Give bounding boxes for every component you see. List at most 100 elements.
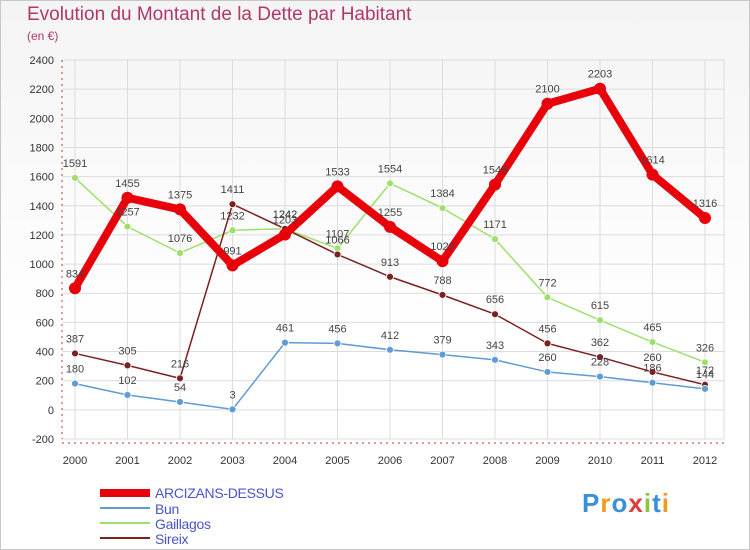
data-label: 2203 — [588, 69, 612, 81]
data-label: 172 — [696, 365, 714, 377]
data-point — [226, 259, 239, 272]
data-label: 1455 — [115, 178, 139, 190]
data-label: 260 — [538, 352, 556, 364]
y-tick-label: 400 — [36, 347, 54, 359]
data-point — [543, 368, 552, 376]
data-point — [174, 203, 186, 216]
data-point — [699, 212, 711, 225]
data-point — [438, 291, 447, 299]
y-tick-label: 2400 — [30, 55, 54, 67]
data-point — [384, 220, 396, 233]
data-point — [333, 250, 342, 259]
data-label: 1316 — [693, 198, 717, 210]
y-tick-label: 1200 — [30, 230, 54, 242]
brand-logo: Proxiti — [582, 488, 670, 519]
data-label: 456 — [328, 323, 346, 335]
data-label: 456 — [538, 323, 556, 335]
data-label: 326 — [696, 342, 714, 354]
brand-letter: i — [643, 488, 653, 518]
data-label: 1614 — [640, 155, 664, 167]
brand-letter: r — [600, 488, 612, 518]
data-point — [123, 361, 132, 370]
y-tick-label: 600 — [36, 317, 54, 329]
x-tick-label: 2012 — [693, 455, 717, 467]
data-label: 102 — [118, 375, 136, 387]
chart-subtitle: (en €) — [27, 29, 59, 43]
data-label: 1591 — [63, 158, 87, 170]
data-point — [279, 228, 291, 241]
data-label: 1255 — [378, 207, 402, 219]
y-tick-label: 200 — [36, 376, 54, 388]
data-label: 387 — [66, 333, 84, 345]
brand-letter: i — [661, 488, 670, 518]
data-label: 772 — [538, 277, 556, 289]
data-point — [491, 355, 499, 364]
y-tick-label: 1000 — [30, 259, 54, 271]
y-tick-label: 800 — [36, 288, 54, 300]
brand-letter: P — [582, 488, 601, 518]
data-label: 1242 — [273, 209, 297, 221]
legend-swatch-gaillagos — [100, 522, 150, 524]
x-tick-label: 2000 — [63, 455, 87, 467]
data-label: 656 — [486, 294, 504, 306]
data-label: 3 — [229, 389, 235, 401]
data-point — [123, 391, 132, 399]
data-point — [596, 353, 604, 361]
data-point — [438, 204, 447, 213]
data-label: 1107 — [326, 228, 350, 240]
data-point — [594, 82, 606, 95]
data-label: 834 — [66, 268, 84, 280]
legend-swatch-sireix — [100, 537, 150, 539]
data-label: 260 — [643, 352, 661, 364]
data-point — [543, 339, 552, 348]
data-point — [71, 379, 79, 388]
data-label: 54 — [174, 382, 186, 394]
data-label: 913 — [381, 257, 399, 269]
data-point — [71, 174, 79, 182]
brand-letter: t — [652, 488, 662, 518]
y-tick-label: 1800 — [30, 142, 54, 154]
data-point — [438, 350, 447, 359]
data-point — [543, 293, 552, 302]
data-point — [176, 398, 184, 406]
data-point — [491, 235, 499, 244]
data-label: 615 — [591, 300, 609, 312]
data-label: 991 — [223, 245, 241, 257]
data-point — [281, 338, 289, 347]
data-point — [436, 255, 449, 268]
data-label: 1020 — [430, 241, 454, 253]
data-label: 1554 — [378, 163, 402, 175]
data-point — [228, 226, 237, 235]
data-point — [228, 405, 237, 414]
data-label: 1232 — [220, 210, 244, 222]
data-label: 788 — [433, 275, 451, 287]
data-label: 1171 — [483, 219, 507, 231]
x-tick-label: 2002 — [168, 455, 192, 467]
data-point — [596, 372, 604, 381]
data-label: 1242 — [273, 209, 297, 221]
legend-label-bun: Bun — [155, 501, 180, 517]
legend-label-arcizans-dessus: ARCIZANS-DESSUS — [155, 485, 284, 501]
data-label: 186 — [643, 363, 661, 375]
x-tick-label: 2004 — [273, 455, 297, 467]
data-point — [646, 168, 659, 181]
data-label: 1066 — [325, 234, 349, 246]
y-tick-label: 1400 — [30, 201, 54, 213]
x-tick-label: 2009 — [535, 455, 559, 467]
data-label: 1384 — [430, 188, 454, 200]
y-tick-label: 0 — [48, 405, 54, 417]
data-label: 228 — [591, 357, 609, 369]
data-label: 1533 — [325, 166, 349, 178]
x-tick-label: 2008 — [483, 455, 507, 467]
data-point — [121, 191, 134, 204]
y-tick-label: 1600 — [30, 172, 54, 184]
chart-title: Evolution du Montant de la Dette par Hab… — [27, 4, 412, 25]
data-point — [386, 345, 394, 354]
data-point — [176, 374, 184, 383]
data-label: 216 — [171, 358, 189, 370]
x-tick-label: 2010 — [588, 455, 612, 467]
data-label: 144 — [696, 369, 714, 381]
data-label: 1411 — [221, 184, 245, 196]
